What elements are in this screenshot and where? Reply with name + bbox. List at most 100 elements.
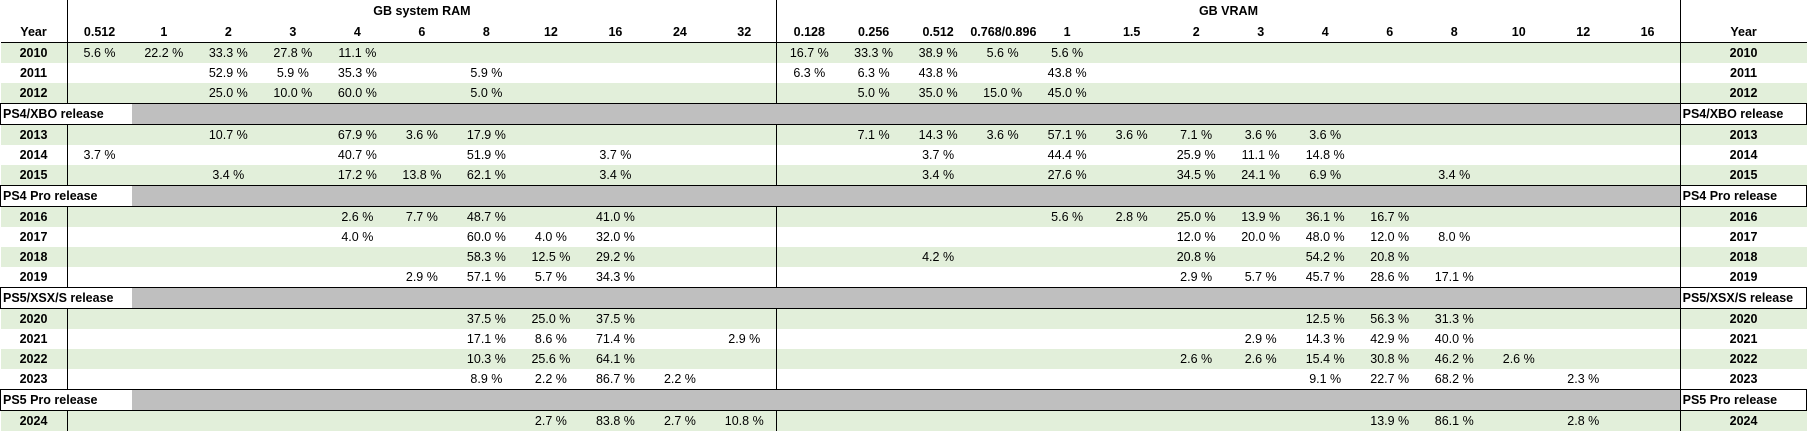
ram-group-header: GB system RAM [67,0,777,22]
vram-cell: 14.3 % [1293,329,1358,349]
vram-cell [777,145,842,165]
vram-cell [1293,411,1358,431]
vram-cell [1551,309,1616,330]
ram-cell [67,227,132,247]
vram-cell [841,329,906,349]
ram-cell: 34.3 % [583,267,648,288]
vram-cell: 3.7 % [906,145,971,165]
vram-cell: 9.1 % [1293,369,1358,390]
release-bar [132,390,1681,411]
ram-cell: 2.9 % [390,267,455,288]
ram-cell: 25.0 % [196,83,261,104]
vram-cell: 36.1 % [1293,207,1358,228]
ram-cell [325,349,390,369]
ram-cell [390,309,455,330]
vram-cell [970,267,1035,288]
vram-cell: 5.0 % [841,83,906,104]
vram-cell [1035,411,1100,431]
ram-cell [390,369,455,390]
vram-cell [1099,247,1164,267]
ram-cell [454,43,519,64]
ram-cell: 35.3 % [325,63,390,83]
vram-cell [1099,411,1164,431]
ram-cell [196,309,261,330]
vram-cell: 13.9 % [1228,207,1293,228]
ram-cell [648,227,713,247]
vram-cell: 20.0 % [1228,227,1293,247]
ram-cell [67,63,132,83]
ram-cell [261,125,326,146]
vram-cell [1164,309,1229,330]
vram-cell: 54.2 % [1293,247,1358,267]
vram-col-header: 3 [1228,22,1293,43]
release-bar [132,104,1681,125]
vram-cell [1551,349,1616,369]
vram-cell: 28.6 % [1357,267,1422,288]
ram-cell [390,43,455,64]
year-cell-right: 2013 [1680,125,1806,146]
ram-cell [325,267,390,288]
vram-cell [1616,83,1681,104]
vram-cell: 5.6 % [1035,207,1100,228]
ram-cell [132,125,197,146]
year-cell-right: 2021 [1680,329,1806,349]
vram-cell: 30.8 % [1357,349,1422,369]
vram-cell: 15.4 % [1293,349,1358,369]
vram-cell [841,411,906,431]
vram-cell: 43.8 % [906,63,971,83]
ram-cell: 33.3 % [196,43,261,64]
vram-cell: 5.6 % [1035,43,1100,64]
ram-cell: 2.7 % [648,411,713,431]
ram-cell [67,411,132,431]
vram-cell [1486,247,1551,267]
vram-col-header: 6 [1357,22,1422,43]
vram-cell: 12.5 % [1293,309,1358,330]
ram-cell: 10.8 % [712,411,777,431]
vram-col-header: 12 [1551,22,1616,43]
year-cell: 2016 [1,207,68,228]
vram-cell: 44.4 % [1035,145,1100,165]
vram-cell [777,125,842,146]
vram-cell [970,227,1035,247]
ram-cell [519,145,584,165]
ram-cell [583,83,648,104]
vram-cell: 42.9 % [1357,329,1422,349]
year-cell: 2021 [1,329,68,349]
vram-group-header: GB VRAM [777,0,1680,22]
header-blank-right [1680,0,1806,22]
vram-cell: 27.6 % [1035,165,1100,186]
vram-cell [1616,145,1681,165]
year-cell: 2024 [1,411,68,431]
ram-cell [648,165,713,186]
ram-cell: 37.5 % [583,309,648,330]
ram-cell [325,309,390,330]
vram-cell [1035,349,1100,369]
ram-cell [712,247,777,267]
ram-cell [390,411,455,431]
vram-cell [1099,83,1164,104]
year-header-left: Year [1,22,68,43]
ram-cell: 17.1 % [454,329,519,349]
vram-col-header: 2 [1164,22,1229,43]
ram-cell [261,329,326,349]
ram-cell [325,411,390,431]
vram-cell [1486,411,1551,431]
vram-cell: 38.9 % [906,43,971,64]
vram-cell [1099,349,1164,369]
vram-cell: 3.6 % [1099,125,1164,146]
ram-cell: 29.2 % [583,247,648,267]
vram-cell [1616,267,1681,288]
vram-cell: 3.6 % [1293,125,1358,146]
ram-cell: 8.9 % [454,369,519,390]
vram-cell [1228,83,1293,104]
ram-col-header: 32 [712,22,777,43]
year-cell-right: 2024 [1680,411,1806,431]
vram-cell: 2.6 % [1164,349,1229,369]
ram-cell [67,329,132,349]
vram-cell [1099,63,1164,83]
vram-col-header: 1.5 [1099,22,1164,43]
year-cell-right: 2012 [1680,83,1806,104]
